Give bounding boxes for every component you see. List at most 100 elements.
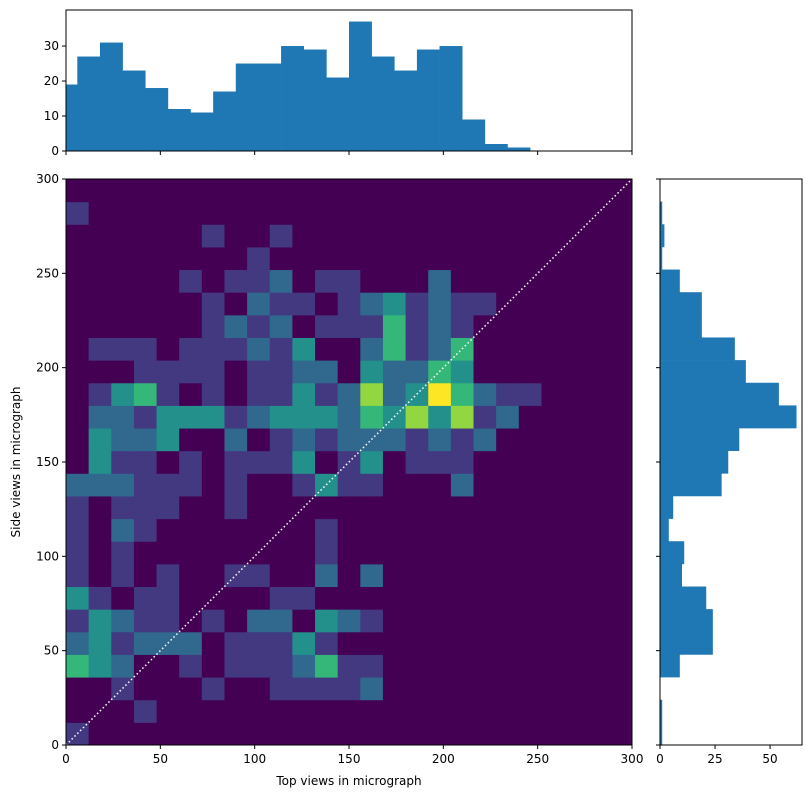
heatmap-cell <box>428 563 452 588</box>
heatmap-cell <box>450 699 475 723</box>
heatmap-cell <box>66 677 90 701</box>
heatmap-cell <box>360 179 384 203</box>
heatmap-cell <box>66 314 90 338</box>
heatmap-cell <box>405 405 429 429</box>
heatmap-cell <box>360 337 384 361</box>
heatmap-cell <box>88 246 112 271</box>
heatmap-cell <box>179 179 203 203</box>
heatmap-cell <box>337 360 361 384</box>
heatmap-cell <box>450 563 475 588</box>
heatmap-cell <box>496 360 520 384</box>
heatmap-cell <box>315 314 339 338</box>
heatmap-cell <box>405 677 429 701</box>
heatmap-cell <box>179 450 203 474</box>
heatmap-cell <box>66 609 90 633</box>
heatmap-cell <box>133 246 158 271</box>
heatmap-cell <box>201 179 225 203</box>
heatmap-cell <box>609 699 632 723</box>
heatmap-cell <box>518 179 542 203</box>
heatmap-cell <box>541 473 565 497</box>
heatmap-cell <box>496 428 520 452</box>
heatmap-cell <box>586 269 610 293</box>
heatmap-cell <box>405 246 429 271</box>
heatmap-cell <box>496 654 520 678</box>
heatmap-cell <box>269 201 293 225</box>
heatmap-cell <box>428 654 452 678</box>
x-tick-label: 50 <box>762 752 777 766</box>
heatmap-cell <box>518 699 542 723</box>
heatmap-cell <box>66 495 90 520</box>
heatmap-cell <box>224 405 248 429</box>
heatmap-cell <box>337 609 361 633</box>
heatmap-cell <box>111 337 135 361</box>
bar <box>349 21 372 151</box>
heatmap-cell <box>156 337 180 361</box>
heatmap-cell <box>428 405 452 429</box>
heatmap-cell <box>337 541 361 565</box>
reference-line <box>66 179 632 745</box>
heatmap-cell <box>269 450 293 474</box>
heatmap-cell <box>247 382 271 406</box>
heatmap-cell <box>564 631 588 655</box>
heatmap-cell <box>111 631 135 655</box>
heatmap-cell <box>382 631 407 655</box>
heatmap-cell <box>292 450 316 474</box>
plot-area <box>66 21 531 151</box>
heatmap-cell <box>382 314 407 338</box>
heatmap-cell <box>586 631 610 655</box>
heatmap-cell <box>586 224 610 248</box>
heatmap-cell <box>473 699 497 723</box>
heatmap-cell <box>292 609 316 633</box>
heatmap-cell <box>133 314 158 338</box>
heatmap-cell <box>564 246 588 271</box>
x-tick-label: 25 <box>707 752 722 766</box>
bar <box>213 91 237 151</box>
heatmap-cell <box>360 473 384 497</box>
bar <box>660 563 683 587</box>
heatmap-cell <box>518 201 542 225</box>
heatmap-cell <box>111 179 135 203</box>
heatmap-cell <box>450 179 475 203</box>
heatmap-cell <box>518 654 542 678</box>
heatmap-cell <box>66 699 90 723</box>
heatmap-cell <box>337 405 361 429</box>
heatmap-cell <box>133 405 158 429</box>
heatmap-cell <box>360 586 384 610</box>
heatmap-cell <box>564 382 588 406</box>
bar <box>416 49 440 151</box>
heatmap-cell <box>609 382 632 406</box>
heatmap-cell <box>382 699 407 723</box>
heatmap-cell <box>247 609 271 633</box>
heatmap-cell <box>133 518 158 542</box>
heatmap-cell <box>292 654 316 678</box>
heatmap-cell <box>496 246 520 271</box>
heatmap-cell <box>179 654 203 678</box>
heatmap-cell <box>133 563 158 588</box>
heatmap-cell <box>179 292 203 316</box>
heatmap-cell <box>360 495 384 520</box>
heatmap-cell <box>269 473 293 497</box>
heatmap-cell <box>405 269 429 293</box>
heatmap-cell <box>609 337 632 361</box>
plot-area <box>660 201 797 745</box>
heatmap-cell <box>405 224 429 248</box>
heatmap-cell <box>224 179 248 203</box>
heatmap-cell <box>269 609 293 633</box>
heatmap-cell <box>496 382 520 406</box>
heatmap-cell <box>292 563 316 588</box>
heatmap-cell <box>88 495 112 520</box>
heatmap-cell <box>586 314 610 338</box>
heatmap-cell <box>133 224 158 248</box>
heatmap-cell <box>541 201 565 225</box>
heatmap-cell <box>269 179 293 203</box>
bar <box>167 109 191 151</box>
heatmap-cell <box>292 722 316 745</box>
heatmap-cell <box>224 314 248 338</box>
heatmap-cell <box>269 405 293 429</box>
heatmap-cell <box>66 246 90 271</box>
heatmap-cell <box>541 631 565 655</box>
heatmap-cell <box>201 201 225 225</box>
heatmap-cell <box>473 609 497 633</box>
heatmap-cell <box>450 473 475 497</box>
heatmap-cell <box>496 586 520 610</box>
